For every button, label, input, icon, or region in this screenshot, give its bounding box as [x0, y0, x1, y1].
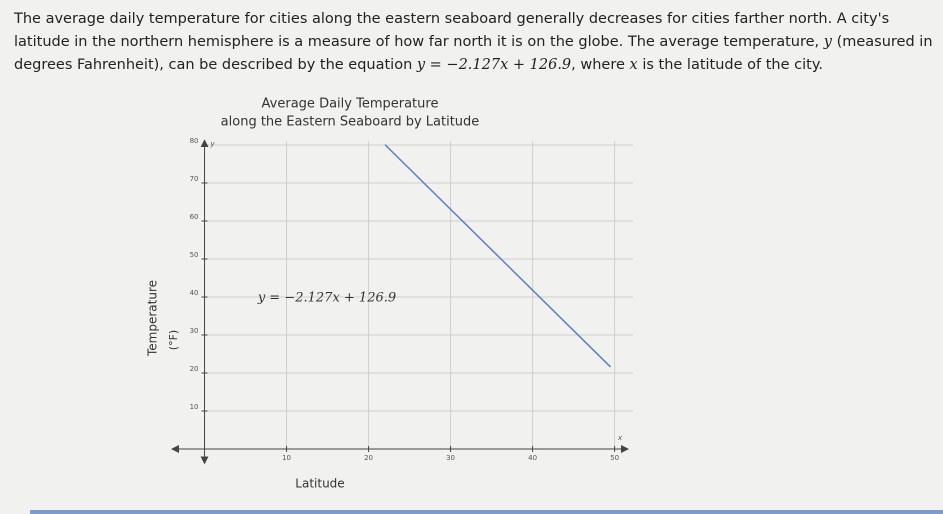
- chart-title: Average Daily Temperature: [262, 97, 439, 112]
- x-tick-label: 20: [364, 454, 373, 462]
- y-tick-label: 30: [190, 327, 199, 335]
- text: (measured in degrees Fahrenheit), can be…: [14, 34, 933, 73]
- x-tick-label: 10: [282, 454, 291, 462]
- text: is the latitude of the city.: [637, 57, 823, 73]
- text: , where: [571, 57, 630, 73]
- data-line: [384, 144, 612, 368]
- y-axis-letter: y: [210, 140, 216, 148]
- y-tick-label: 60: [190, 213, 199, 221]
- x-tick-label: 40: [528, 454, 537, 462]
- y-tick-label: 80: [190, 137, 199, 145]
- bottom-bar: [30, 510, 943, 514]
- y-axis-unit: (°F): [167, 330, 180, 350]
- equation-annotation: y = −2.127x + 126.9: [257, 291, 396, 306]
- text: The average daily temperature for cities…: [14, 11, 890, 50]
- y-tick-label: 10: [190, 403, 199, 411]
- x-axis-label: Latitude: [295, 477, 344, 491]
- problem-text: The average daily temperature for cities…: [14, 8, 934, 77]
- y-axis-label: Temperature: [146, 280, 160, 357]
- y-tick-label: 50: [190, 251, 199, 259]
- y-tick-label: 20: [190, 365, 199, 373]
- chart-subtitle: along the Eastern Seaboard by Latitude: [221, 115, 480, 130]
- math: x: [629, 57, 638, 73]
- y-tick-label: 70: [190, 175, 199, 183]
- y-tick-label: 40: [190, 289, 199, 297]
- x-axis-letter: x: [617, 434, 623, 442]
- x-tick-label: 50: [610, 454, 619, 462]
- math: y: [823, 34, 832, 50]
- x-tick-label: 30: [446, 454, 455, 462]
- math: y = −2.127x + 126.9: [416, 57, 572, 73]
